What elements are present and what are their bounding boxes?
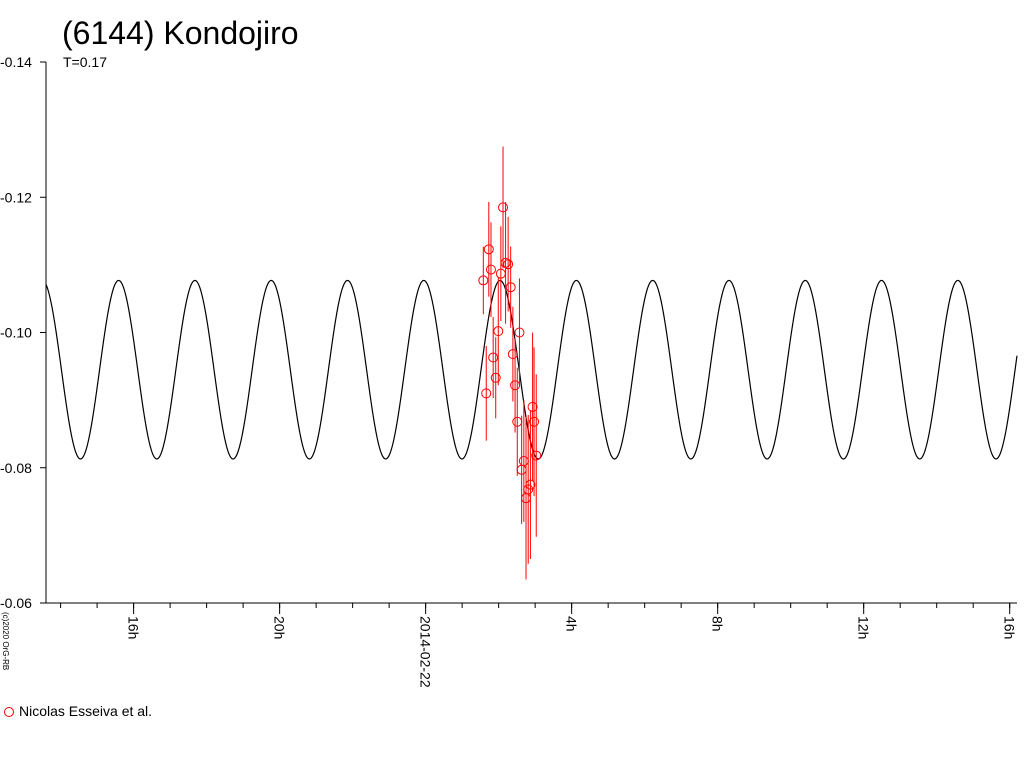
data-point bbox=[505, 282, 516, 293]
data-point bbox=[500, 257, 511, 268]
chart-title: (6144) Kondojiro bbox=[62, 15, 299, 51]
data-point bbox=[478, 275, 489, 286]
data-point bbox=[529, 416, 540, 427]
data-point bbox=[498, 202, 509, 213]
data-point bbox=[507, 349, 518, 360]
data-point bbox=[531, 450, 542, 461]
x-tick-label: 12h bbox=[856, 616, 872, 639]
data-point bbox=[493, 326, 504, 337]
y-tick-label: -0.08 bbox=[0, 460, 32, 476]
data-point bbox=[485, 264, 496, 275]
y-tick-label: -0.12 bbox=[0, 189, 32, 205]
y-tick-label: -0.10 bbox=[0, 325, 32, 341]
x-tick-label: 16h bbox=[126, 616, 142, 639]
copyright-text: (c)2020 OrG-RB bbox=[1, 612, 10, 670]
legend: Nicolas Esseiva et al. bbox=[4, 703, 152, 719]
model-lightcurve bbox=[45, 279, 1018, 460]
data-point bbox=[488, 352, 499, 363]
data-point bbox=[523, 484, 534, 495]
legend-label: Nicolas Esseiva et al. bbox=[19, 703, 153, 719]
y-tick-label: -0.06 bbox=[0, 595, 32, 611]
data-point bbox=[490, 372, 501, 383]
series-group bbox=[478, 146, 542, 580]
y-tick-label: -0.14 bbox=[0, 54, 32, 70]
data-point bbox=[503, 259, 514, 270]
x-tick-label: 20h bbox=[272, 616, 288, 639]
y-tick-group: -0.14 -0.12 -0.10 -0.08 -0.06 bbox=[0, 54, 46, 611]
x-tick-label: 8h bbox=[710, 616, 726, 632]
data-point bbox=[483, 244, 494, 255]
legend-circle-icon bbox=[4, 707, 14, 717]
y-axis: -0.14 -0.12 -0.10 -0.08 -0.06 bbox=[0, 54, 47, 611]
x-tick-group: 16h 20h 2014-02-22 4h 8h 12h 16h bbox=[60, 603, 1018, 688]
chart-subtitle: T=0.17 bbox=[63, 54, 107, 70]
data-point bbox=[481, 388, 492, 399]
x-tick-label: 2014-02-22 bbox=[418, 616, 434, 688]
data-point bbox=[525, 479, 536, 490]
data-point bbox=[514, 327, 525, 338]
x-axis: 16h 20h 2014-02-22 4h 8h 12h 16h bbox=[46, 602, 1018, 688]
data-point bbox=[527, 401, 538, 412]
x-tick-label: 16h bbox=[1002, 616, 1018, 639]
x-tick-label: 4h bbox=[564, 616, 580, 632]
